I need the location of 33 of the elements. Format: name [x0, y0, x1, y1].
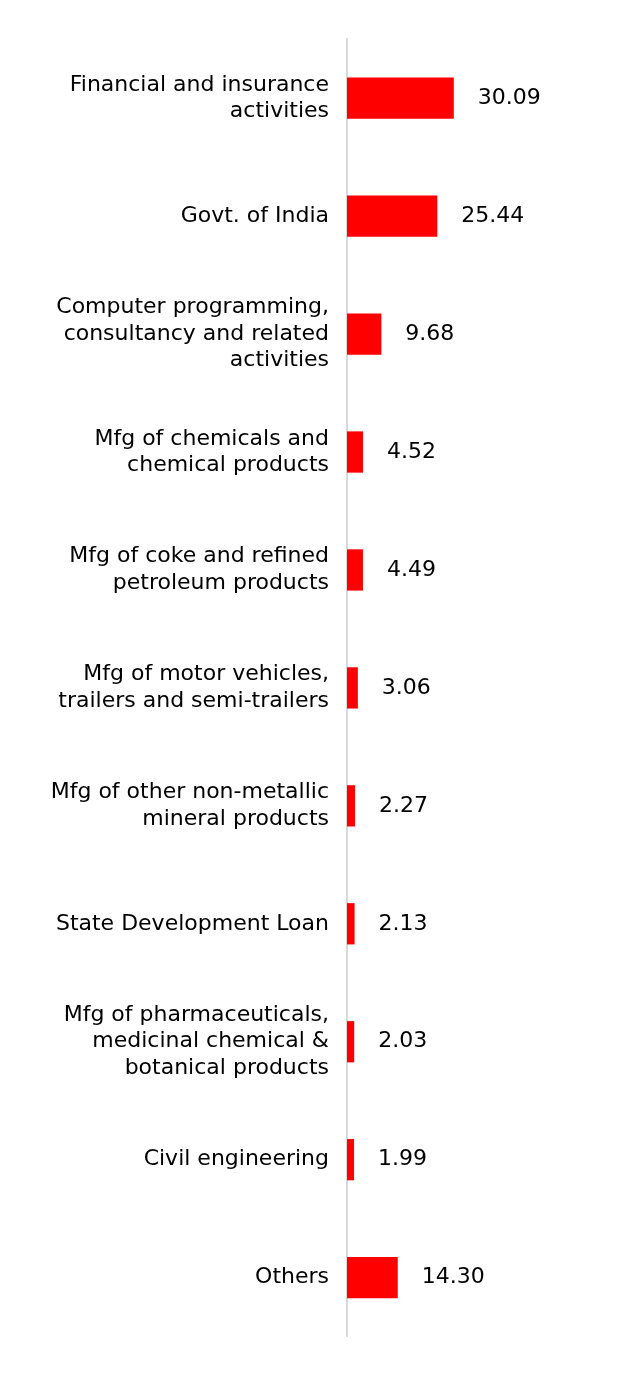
bar: [347, 431, 364, 473]
bar: [347, 313, 382, 355]
data-label: 30.09: [477, 83, 541, 109]
y-tick-label: Mfg of other non-metallic mineral products: [50, 778, 329, 830]
y-tick-label: Others: [255, 1263, 329, 1289]
data-label: 14.30: [421, 1263, 485, 1289]
data-label: 1.99: [378, 1145, 428, 1171]
bar: [347, 195, 438, 237]
y-tick-label: Mfg of coke and refined petroleum products: [69, 542, 329, 594]
bar: [347, 77, 454, 119]
data-label: 4.52: [387, 437, 437, 463]
data-label: 9.68: [405, 319, 455, 345]
data-label: 25.44: [461, 201, 525, 227]
y-tick-label: Mfg of motor vehicles, trailers and semi-trailers: [58, 660, 329, 712]
y-tick-label: Mfg of pharmaceuticals, medicinal chemical & botanical products: [63, 1001, 329, 1079]
y-tick-label: Mfg of chemicals and chemical products: [94, 424, 329, 476]
data-label: 3.06: [381, 673, 431, 699]
bar: [347, 667, 358, 709]
data-label: 4.49: [386, 555, 436, 581]
y-tick-label: State Development Loan: [55, 909, 329, 935]
y-tick-label: Govt. of India: [180, 201, 329, 227]
bar: [347, 903, 355, 945]
data-label: 2.03: [378, 1027, 428, 1053]
y-tick-label: Civil engineering: [143, 1145, 329, 1171]
bar: [347, 785, 356, 827]
bar: [347, 1021, 355, 1063]
bar: [347, 1256, 398, 1299]
data-label: 2.13: [378, 909, 428, 935]
bar: [347, 1139, 355, 1181]
bar: [347, 549, 363, 591]
y-tick-label: Computer programming, consultancy and related activities: [56, 293, 329, 372]
data-label: 2.27: [379, 791, 429, 817]
y-tick-label: Financial and insurance activities: [69, 70, 329, 123]
